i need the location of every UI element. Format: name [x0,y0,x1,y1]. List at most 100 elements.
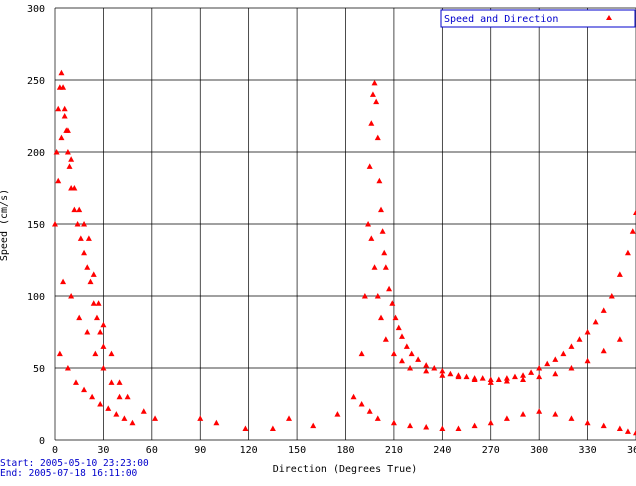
data-point [368,120,375,126]
data-point [415,356,422,362]
data-point [61,105,68,112]
data-point [471,422,478,429]
data-point [369,91,376,97]
x-tick-label: 360 [627,445,636,456]
data-point [584,329,591,335]
x-tick-label: 30 [97,445,109,456]
data-point [520,411,527,417]
data-point [97,401,104,407]
data-point [487,379,494,385]
data-point [398,357,405,364]
data-point [72,379,79,385]
x-tick-labels: 0 30 60 90 120 150 180 210 240 270 300 330 360 [52,445,636,456]
y-tick-label: 150 [27,220,45,231]
data-point [197,415,204,421]
data-point [90,271,97,277]
data-point [479,375,486,381]
x-tick-label: 300 [530,445,548,456]
data-point [616,425,623,431]
data-point [366,163,373,169]
data-point [584,419,591,426]
data-point [633,209,636,215]
data-point [408,350,415,357]
data-point [60,278,67,285]
data-point [68,293,75,299]
x-tick-label: 330 [579,445,597,456]
data-point [66,163,73,169]
y-tick-label: 300 [27,4,45,15]
data-point [381,249,388,256]
data-point [568,365,575,371]
data-point [105,405,112,411]
data-point [87,278,94,285]
data-point [368,235,375,241]
x-tick-label: 120 [240,445,258,456]
y-tick-label: 250 [27,76,45,87]
data-point [310,422,317,429]
data-point [392,314,399,321]
data-point [407,365,414,371]
data-point [600,422,607,429]
data-point [129,419,136,426]
y-tick-label: 100 [27,292,45,303]
data-point [371,79,378,86]
y-tick-label: 0 [39,436,45,447]
data-point [334,411,341,417]
x-tick-label: 180 [336,445,354,456]
data-point [89,393,96,400]
data-point [71,206,78,213]
data-point [439,372,446,378]
data-point [350,393,357,400]
data-point [520,372,527,378]
data-point [64,365,71,371]
data-point [386,285,393,292]
data-point [286,415,293,421]
data-point [568,343,575,349]
y-tick-labels: 0 50 100 150 200 250 300 [27,4,45,447]
data-point [68,156,75,162]
data-point [113,411,120,417]
data-point [487,376,494,383]
data-point [71,185,78,191]
x-tick-label: 270 [482,445,500,456]
data-point [374,134,381,141]
data-point [64,149,71,155]
data-point [463,373,470,380]
data-point [55,177,62,184]
data-point [536,373,543,380]
data-point [624,249,631,256]
data-point [116,393,123,400]
data-point [77,235,84,241]
data-point [398,333,405,339]
data-point [373,98,380,105]
data-point [92,350,99,357]
data-point [536,365,543,371]
data-point [376,177,383,184]
data-point [84,264,91,270]
legend-box [440,9,636,28]
data-point [423,424,430,430]
data-point [53,149,60,155]
data-point [624,428,631,434]
data-point [568,415,575,421]
data-point [439,425,446,431]
data-point [403,343,410,349]
data-point [52,221,58,227]
y-tick-label: 200 [27,148,45,159]
data-point [378,314,385,321]
data-points [52,69,636,436]
data-point [365,221,372,227]
data-point [536,408,543,414]
data-point [487,419,494,426]
data-point [374,293,381,299]
data-point [55,105,62,112]
data-point [97,329,104,335]
data-point [64,127,71,133]
data-point [84,329,91,335]
x-tick-label: 210 [385,445,403,456]
data-point [390,350,397,357]
data-point [629,228,636,234]
data-point [552,370,559,377]
data-point [503,377,510,384]
